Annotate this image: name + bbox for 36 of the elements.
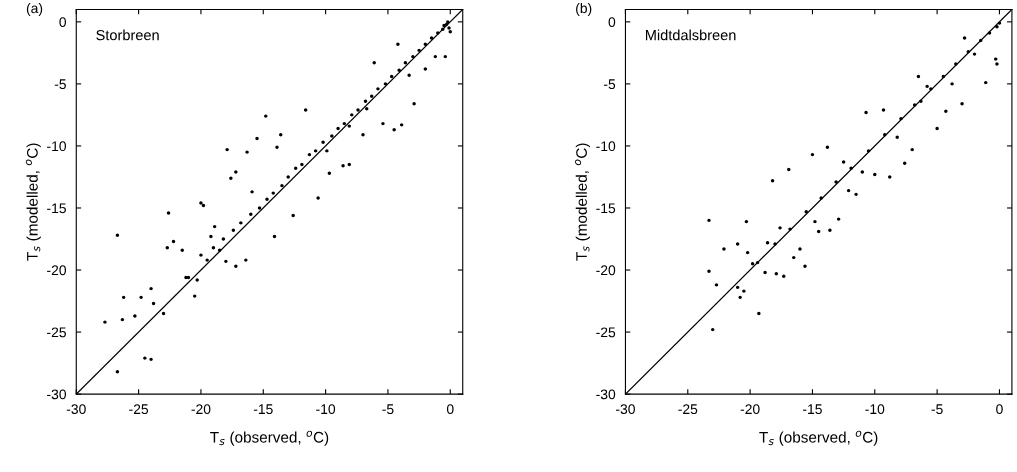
annotation: Midtdalsbreen [645,29,736,41]
x-tick-label: 0 [996,404,1003,415]
text: (b) [576,2,592,16]
y-axis-title: T$_{s}$ (modelled, $^{o}$C) [574,143,590,261]
x-tick-label: -20 [740,404,760,415]
x-axis-title: T$_{s}$ (observed, $^{o}$C) [210,430,329,446]
y-tick-label: -5 [604,79,616,90]
x-tick-label: -25 [678,404,698,415]
y-tick-label: -25 [596,327,616,338]
y-tick-label: 0 [59,17,67,28]
x-tick-label: -15 [803,404,822,415]
y-tick-label: -25 [47,327,66,338]
y-tick-label: -30 [47,389,67,400]
y-tick-label: -30 [596,389,616,400]
y-tick-label: -20 [47,265,67,276]
y-tick-label: -15 [596,203,616,214]
x-tick-label: 0 [446,404,454,415]
y-tick-label: -10 [47,141,67,152]
x-tick-label: -30 [66,404,86,415]
y-tick-label: -15 [47,203,66,214]
x-tick-label: -10 [316,404,336,415]
x-axis-title: T$_{s}$ (observed, $^{o}$C) [759,430,878,446]
y-tick-label: -10 [596,141,616,152]
y-axis-title: T$_{s}$ (modelled, $^{o}$C) [25,143,41,261]
y-tick-label: -5 [54,79,66,90]
x-tick-label: -5 [382,404,394,415]
x-tick-label: -30 [616,404,635,415]
x-tick-label: -15 [253,404,273,415]
text: (a) [26,2,43,16]
annotation: Storbreen [96,29,159,41]
y-tick-label: 0 [608,17,616,28]
x-tick-label: -20 [191,404,211,415]
x-tick-label: -5 [931,404,943,415]
x-tick-label: -25 [129,404,149,415]
x-tick-label: -10 [865,404,885,415]
y-tick-label: -20 [596,265,616,276]
